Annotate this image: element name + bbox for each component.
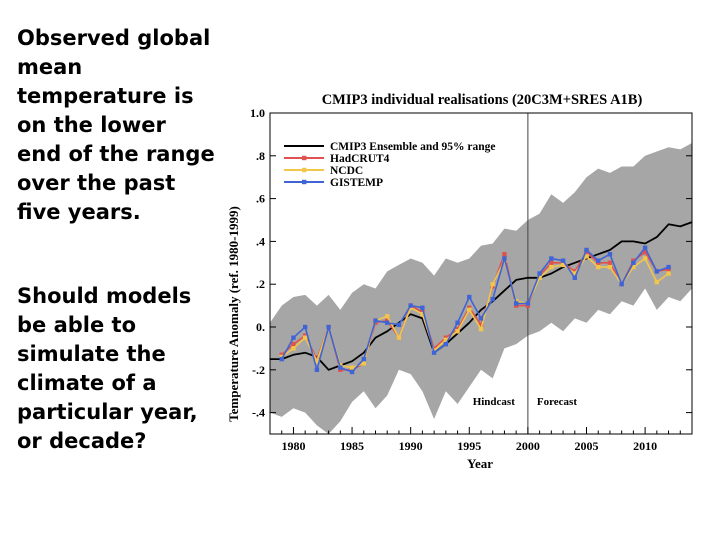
series-point-gistemp	[467, 294, 472, 300]
series-point-ncdc	[549, 264, 554, 270]
series-point-ncdc	[607, 264, 613, 270]
series-point-gistemp	[302, 324, 308, 330]
series-point-gistemp	[338, 365, 343, 370]
series-point-ncdc	[560, 262, 566, 268]
series-point-ncdc	[596, 264, 601, 270]
legend-marker	[302, 155, 307, 161]
series-point-gistemp	[666, 264, 671, 270]
series-point-ncdc	[654, 279, 660, 285]
y-tick-label: .6	[256, 192, 265, 206]
series-point-gistemp	[455, 320, 460, 325]
series-point-ncdc	[642, 256, 648, 261]
series-point-gistemp	[642, 245, 648, 251]
series-point-gistemp	[549, 256, 554, 261]
x-tick-label: 2000	[516, 439, 540, 453]
series-point-gistemp	[584, 247, 589, 253]
series-point-ncdc	[455, 329, 460, 334]
series-point-ncdc	[349, 365, 355, 370]
y-tick-label: 1.0	[250, 106, 265, 120]
x-axis-label: Year	[467, 456, 493, 471]
y-tick-label: .8	[256, 149, 265, 163]
series-point-ncdc	[467, 307, 472, 313]
series-point-gistemp	[420, 305, 425, 310]
slide-text-question: Should models be able to simulate the cl…	[17, 284, 198, 453]
series-line-ncdc	[281, 255, 670, 369]
series-point-hadcrut4	[607, 260, 613, 265]
series-point-gistemp	[490, 296, 495, 302]
series-point-gistemp	[631, 260, 636, 265]
legend-label: NCDC	[330, 165, 363, 177]
series-point-ncdc	[420, 311, 425, 317]
y-tick-label: .4	[256, 234, 265, 248]
series-point-gistemp	[654, 269, 660, 274]
series-point-ncdc	[478, 326, 484, 332]
series-point-gistemp	[396, 322, 402, 328]
hindcast-annotation: Hindcast	[473, 396, 516, 408]
legend-marker	[302, 167, 307, 173]
legend-label: HadCRUT4	[330, 153, 390, 165]
series-point-gistemp	[279, 356, 284, 362]
series-point-gistemp	[537, 271, 542, 276]
series-point-ncdc	[537, 275, 542, 280]
x-tick-label: 1990	[399, 439, 423, 453]
legend-marker	[302, 179, 307, 185]
x-tick-label: 2010	[633, 439, 657, 453]
series-point-hadcrut4	[502, 252, 507, 257]
series-point-ncdc	[584, 254, 589, 259]
series-point-ncdc	[291, 346, 296, 351]
legend-label: CMIP3 Ensemble and 95% range	[330, 141, 495, 153]
series-point-gistemp	[349, 369, 355, 375]
y-tick-label: 0.	[256, 320, 265, 334]
series-point-gistemp	[502, 256, 507, 261]
series-point-gistemp	[326, 324, 331, 330]
series-point-hadcrut4	[549, 260, 554, 265]
series-point-ncdc	[302, 335, 308, 340]
series-point-gistemp	[619, 282, 624, 287]
x-tick-label: 1980	[281, 439, 305, 453]
series-point-ncdc	[361, 361, 366, 366]
legend-label: GISTEMP	[330, 177, 383, 189]
series-point-gistemp	[431, 350, 437, 355]
series-point-gistemp	[361, 356, 366, 362]
slide-text-observed: Observed global mean temperature is on t…	[17, 26, 215, 224]
series-point-gistemp	[443, 341, 449, 347]
series-point-gistemp	[385, 320, 390, 325]
series-point-gistemp	[478, 316, 484, 321]
temperature-anomaly-chart: CMIP3 individual realisations (20C3M+SRE…	[226, 92, 693, 471]
series-point-ncdc	[385, 314, 390, 319]
x-tick-label: 2005	[575, 439, 599, 453]
series-point-gistemp	[607, 252, 613, 257]
series-point-gistemp	[408, 303, 413, 308]
y-axis-label: Temperature Anomaly (ref. 1980-1999)	[226, 206, 241, 422]
series-point-ncdc	[396, 335, 402, 340]
series-point-gistemp	[291, 335, 296, 340]
series-point-ncdc	[314, 359, 320, 364]
series-point-ncdc	[631, 264, 636, 270]
series-point-ncdc	[572, 271, 577, 276]
x-tick-label: 1985	[340, 439, 364, 453]
series-point-hadcrut4	[291, 341, 296, 347]
y-tick-label: -.2	[252, 363, 265, 377]
y-tick-label: .2	[256, 277, 265, 291]
series-point-ncdc	[490, 282, 495, 287]
series-point-gistemp	[314, 367, 320, 372]
x-tick-label: 1995	[457, 439, 481, 453]
series-point-gistemp	[373, 318, 378, 323]
ensemble-range-band	[270, 143, 692, 434]
series-point-hadcrut4	[642, 249, 648, 255]
series-point-ncdc	[443, 337, 449, 343]
series-point-gistemp	[596, 258, 601, 263]
plot-area: -.4 -.2 0. .2 .4 .6 .8 1.0 1980 1985 1990 1995 2000 2…	[250, 106, 693, 453]
series-line-gistemp	[280, 247, 669, 373]
series-point-gistemp	[525, 301, 531, 306]
series-point-ncdc	[666, 271, 671, 276]
y-tick-label: -.4	[252, 406, 265, 420]
chart-title: CMIP3 individual realisations (20C3M+SRE…	[322, 92, 643, 108]
series-point-gistemp	[560, 258, 566, 263]
series-point-gistemp	[572, 275, 577, 280]
series-point-hadcrut4	[478, 322, 484, 328]
forecast-annotation: Forecast	[537, 396, 577, 408]
series-point-gistemp	[513, 301, 519, 306]
